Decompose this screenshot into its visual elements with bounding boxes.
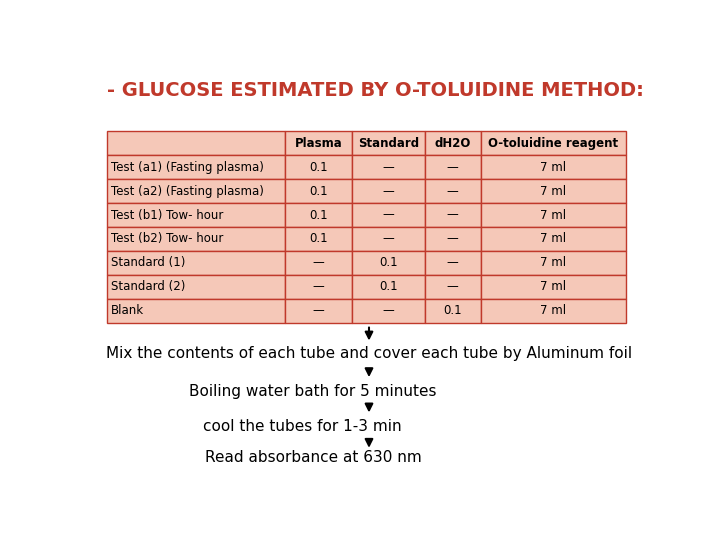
Bar — [107, 251, 285, 275]
Text: —: — — [382, 232, 395, 245]
Bar — [481, 275, 626, 299]
Text: —: — — [382, 208, 395, 221]
Text: Plasma: Plasma — [295, 137, 343, 150]
Bar — [425, 227, 481, 251]
Text: —: — — [382, 185, 395, 198]
Text: Boiling water bath for 5 minutes: Boiling water bath for 5 minutes — [189, 384, 437, 399]
Bar — [352, 251, 425, 275]
Bar — [285, 131, 352, 155]
Bar — [285, 203, 352, 227]
Bar — [425, 275, 481, 299]
Bar — [481, 299, 626, 322]
Bar — [352, 275, 425, 299]
Bar — [425, 203, 481, 227]
Text: —: — — [447, 232, 459, 245]
Bar — [352, 155, 425, 179]
Text: 0.1: 0.1 — [310, 232, 328, 245]
Bar — [481, 155, 626, 179]
Text: Mix the contents of each tube and cover each tube by Aluminum foil: Mix the contents of each tube and cover … — [106, 346, 632, 361]
Bar — [352, 131, 425, 155]
Text: Blank: Blank — [111, 304, 144, 317]
Bar — [425, 155, 481, 179]
Text: —: — — [382, 161, 395, 174]
Text: - GLUCOSE ESTIMATED BY O-TOLUIDINE METHOD:: - GLUCOSE ESTIMATED BY O-TOLUIDINE METHO… — [107, 82, 644, 100]
Text: —: — — [447, 161, 459, 174]
Bar — [285, 155, 352, 179]
Text: 7 ml: 7 ml — [540, 304, 566, 317]
Text: Standard (2): Standard (2) — [111, 280, 186, 293]
Text: 0.1: 0.1 — [310, 208, 328, 221]
Text: —: — — [313, 304, 325, 317]
Text: —: — — [313, 256, 325, 269]
Text: —: — — [382, 304, 395, 317]
Text: 0.1: 0.1 — [379, 280, 398, 293]
Bar — [425, 299, 481, 322]
Text: 7 ml: 7 ml — [540, 161, 566, 174]
Text: 0.1: 0.1 — [444, 304, 462, 317]
Bar — [285, 275, 352, 299]
Bar — [107, 155, 285, 179]
Text: 0.1: 0.1 — [379, 256, 398, 269]
Text: Test (a1) (Fasting plasma): Test (a1) (Fasting plasma) — [111, 161, 264, 174]
Bar — [107, 299, 285, 322]
Text: 7 ml: 7 ml — [540, 232, 566, 245]
Text: —: — — [447, 185, 459, 198]
Bar — [285, 251, 352, 275]
Text: Test (b1) Tow- hour: Test (b1) Tow- hour — [111, 208, 224, 221]
Bar — [107, 275, 285, 299]
Bar — [107, 179, 285, 203]
Text: Test (b2) Tow- hour: Test (b2) Tow- hour — [111, 232, 224, 245]
Text: cool the tubes for 1-3 min: cool the tubes for 1-3 min — [203, 419, 401, 434]
Text: —: — — [313, 280, 325, 293]
Text: 0.1: 0.1 — [310, 161, 328, 174]
Bar — [481, 131, 626, 155]
Bar — [107, 203, 285, 227]
Bar — [107, 131, 285, 155]
Bar — [285, 299, 352, 322]
Bar — [481, 203, 626, 227]
Bar — [425, 179, 481, 203]
Bar — [481, 251, 626, 275]
Text: O-toluidine reagent: O-toluidine reagent — [488, 137, 618, 150]
Bar — [107, 227, 285, 251]
Text: 7 ml: 7 ml — [540, 280, 566, 293]
Text: 7 ml: 7 ml — [540, 256, 566, 269]
Text: Test (a2) (Fasting plasma): Test (a2) (Fasting plasma) — [111, 185, 264, 198]
Bar — [352, 203, 425, 227]
Text: 7 ml: 7 ml — [540, 185, 566, 198]
Bar — [481, 179, 626, 203]
Bar — [425, 131, 481, 155]
Bar — [481, 227, 626, 251]
Bar — [285, 179, 352, 203]
Text: —: — — [447, 280, 459, 293]
Text: dH2O: dH2O — [434, 137, 471, 150]
Bar — [352, 227, 425, 251]
Bar — [425, 251, 481, 275]
Bar — [352, 179, 425, 203]
Bar — [285, 227, 352, 251]
Text: 0.1: 0.1 — [310, 185, 328, 198]
Text: —: — — [447, 208, 459, 221]
Text: 7 ml: 7 ml — [540, 208, 566, 221]
Bar — [352, 299, 425, 322]
Text: Standard: Standard — [358, 137, 419, 150]
Text: Read absorbance at 630 nm: Read absorbance at 630 nm — [204, 450, 422, 465]
Text: Standard (1): Standard (1) — [111, 256, 186, 269]
Text: —: — — [447, 256, 459, 269]
